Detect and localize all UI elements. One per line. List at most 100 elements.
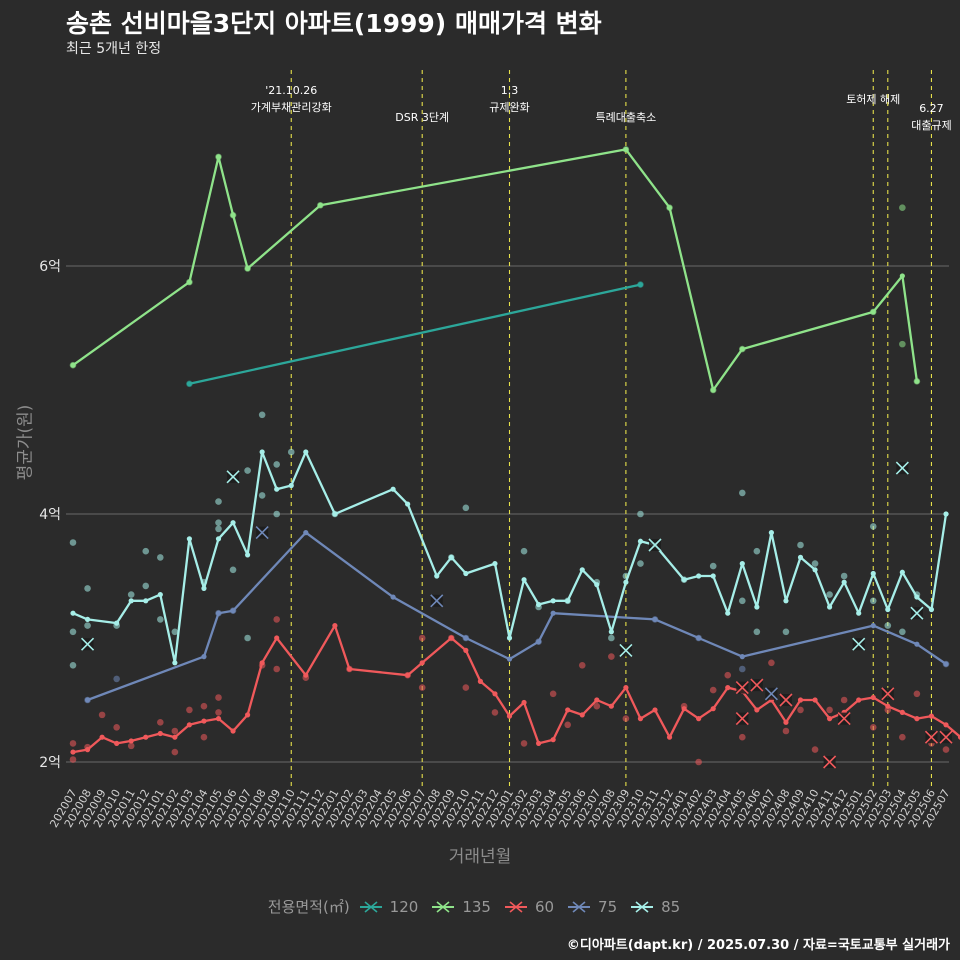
series-point-60	[710, 706, 716, 712]
scatter-point-60	[418, 684, 426, 691]
series-point-60	[885, 703, 891, 709]
series-point-85	[521, 577, 527, 583]
scatter-point-60	[797, 706, 804, 714]
series-point-85	[245, 552, 251, 558]
scatter-point-85	[869, 523, 877, 530]
series-point-60	[70, 749, 76, 755]
scatter-point-60	[215, 694, 222, 701]
series-point-60	[550, 737, 556, 743]
series-point-60	[245, 712, 251, 718]
series-point-135	[215, 154, 222, 160]
scatter-point-60	[215, 709, 222, 716]
scatter-point-85	[797, 541, 804, 549]
scatter-point-60	[811, 746, 819, 753]
series-point-135	[230, 212, 236, 218]
series-point-60	[856, 697, 862, 703]
series-point-60	[827, 716, 833, 722]
series-point-75	[914, 641, 920, 647]
cancelled-mark-85	[80, 637, 95, 651]
series-point-60	[463, 647, 469, 654]
x-axis-title: 거래년월	[448, 847, 512, 867]
cancelled-mark-x	[852, 637, 866, 651]
legend-item-120: 120	[358, 898, 418, 916]
scatter-point-60	[157, 719, 164, 726]
series-line-75	[87, 531, 947, 702]
cancelled-mark-85	[895, 461, 909, 475]
series-point-60	[754, 707, 760, 713]
cancelled-mark-x	[226, 470, 240, 484]
legend-label: 85	[661, 897, 681, 916]
series-point-85	[899, 569, 905, 575]
legend-label: 75	[598, 897, 618, 916]
series-point-85	[681, 577, 687, 583]
scatter-point-60	[608, 653, 615, 660]
series-point-85	[259, 449, 265, 455]
scatter-point-60	[491, 709, 499, 716]
legend-label: 135	[462, 897, 491, 916]
scatter-point-85	[215, 525, 222, 533]
series-point-135	[666, 205, 673, 211]
series-point-60	[259, 660, 265, 666]
cancelled-mark-60	[750, 678, 764, 692]
scatter-point-85	[869, 597, 877, 605]
series-point-85	[928, 606, 935, 613]
legend-key-85	[631, 900, 654, 913]
scatter-point-85	[171, 628, 179, 636]
series-point-85	[492, 561, 498, 567]
event-label: DSR 3단계	[395, 111, 449, 124]
scatter-point-60	[171, 727, 179, 735]
scatter-point-60	[418, 634, 426, 642]
cancelled-mark-85	[910, 606, 924, 620]
series-point-85	[288, 482, 294, 489]
series-point-60	[797, 697, 804, 703]
scatter-point-85	[462, 504, 470, 512]
scatter-point-85	[215, 519, 222, 526]
series-point-85	[841, 579, 847, 585]
series-point-135	[623, 146, 629, 153]
series-point-60	[274, 635, 280, 641]
scatter-point-75	[113, 675, 120, 683]
legend-key-135	[432, 900, 455, 913]
scatter-point-60	[69, 740, 77, 747]
series-point-75	[652, 616, 658, 623]
scatter-point-75	[739, 665, 746, 673]
series-point-60	[346, 666, 353, 672]
scatter-point-60	[695, 758, 702, 766]
series-point-85	[303, 449, 309, 455]
series-point-60	[652, 707, 658, 713]
series-point-135	[870, 309, 876, 315]
series-point-85	[448, 554, 454, 561]
series-point-85	[230, 520, 236, 526]
event-label: 토허제 해제	[846, 92, 900, 106]
cancelled-mark-60	[881, 687, 895, 701]
cancelled-mark-x	[750, 678, 764, 692]
series-point-60	[957, 734, 960, 740]
event-label: 1.3	[501, 84, 519, 97]
series-point-60	[623, 685, 629, 691]
series-line-120	[189, 283, 641, 385]
axis-ticks-layer: 2억4억6억2020072020082020092020102020112020…	[39, 259, 952, 830]
series-point-85	[506, 635, 513, 641]
scatter-point-60	[913, 690, 921, 698]
scatter-point-85	[273, 461, 281, 468]
series-point-85	[623, 579, 629, 585]
series-point-85	[550, 598, 556, 604]
y-tick-label: 2억	[39, 755, 61, 771]
series-point-60	[725, 685, 731, 691]
series-point-85	[870, 570, 876, 577]
event-label: 규제완화	[489, 101, 529, 114]
scatter-point-60	[593, 702, 601, 710]
series-point-60	[405, 672, 411, 678]
cancelled-mark-60	[939, 730, 953, 744]
series-point-60	[681, 706, 687, 712]
scatter-point-85	[215, 498, 222, 505]
legend-title: 전용면적(㎡)	[267, 898, 350, 916]
series-point-60	[536, 740, 542, 747]
series-point-60	[201, 718, 207, 724]
scatter-point-60	[884, 706, 892, 714]
series-point-85	[201, 585, 207, 592]
scatter-point-60	[273, 616, 281, 623]
series-point-60	[157, 730, 163, 737]
series-point-85	[885, 606, 891, 613]
series-point-85	[274, 486, 280, 492]
